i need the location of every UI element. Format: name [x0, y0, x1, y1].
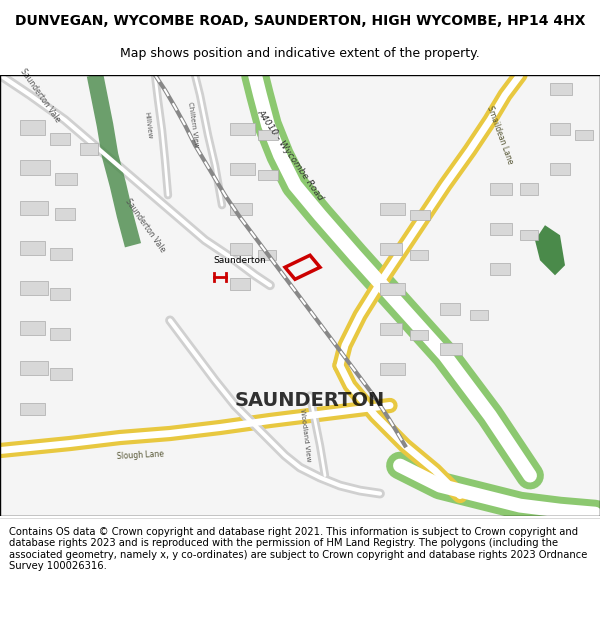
Bar — [230, 163, 255, 175]
Bar — [55, 173, 77, 185]
Bar — [380, 203, 405, 215]
Bar — [230, 278, 250, 290]
Bar — [20, 361, 48, 376]
Text: DUNVEGAN, WYCOMBE ROAD, SAUNDERTON, HIGH WYCOMBE, HP14 4HX: DUNVEGAN, WYCOMBE ROAD, SAUNDERTON, HIGH… — [15, 14, 585, 28]
Bar — [470, 311, 488, 321]
Text: Slough Lane: Slough Lane — [116, 450, 164, 461]
Text: A4010 - Wycombe Road: A4010 - Wycombe Road — [255, 108, 325, 202]
Bar — [490, 263, 510, 275]
Bar — [50, 248, 72, 260]
Text: Contains OS data © Crown copyright and database right 2021. This information is : Contains OS data © Crown copyright and d… — [9, 526, 587, 571]
Bar — [230, 203, 252, 215]
Bar — [490, 223, 512, 235]
Bar — [550, 83, 572, 95]
Bar — [550, 163, 570, 175]
Polygon shape — [535, 225, 565, 275]
Bar — [380, 243, 402, 255]
Text: Smaildean Lane: Smaildean Lane — [485, 105, 515, 166]
Bar — [20, 404, 45, 416]
Bar — [520, 183, 538, 195]
Bar — [258, 170, 278, 180]
Bar — [20, 321, 45, 336]
Bar — [410, 331, 428, 341]
Bar — [380, 363, 405, 376]
Bar — [50, 328, 70, 341]
Bar — [440, 303, 460, 316]
Bar — [410, 250, 428, 260]
Text: Woodland View: Woodland View — [299, 409, 311, 462]
Text: Saunderton Vale: Saunderton Vale — [18, 66, 62, 124]
Bar — [410, 210, 430, 220]
Bar — [50, 133, 70, 145]
Text: SAUNDERTON: SAUNDERTON — [235, 391, 385, 410]
Bar — [550, 123, 570, 135]
Bar — [20, 120, 45, 135]
Bar — [380, 283, 405, 296]
Bar — [55, 208, 75, 220]
Bar — [20, 160, 50, 175]
Bar — [258, 130, 278, 140]
Bar — [380, 323, 402, 336]
Bar — [20, 281, 48, 296]
Bar — [575, 130, 593, 140]
Bar — [440, 343, 462, 356]
Bar — [520, 230, 538, 240]
Text: Saunderton Vale: Saunderton Vale — [123, 197, 167, 254]
Bar — [230, 123, 255, 135]
Text: Hillview: Hillview — [143, 111, 152, 139]
Text: Map shows position and indicative extent of the property.: Map shows position and indicative extent… — [120, 48, 480, 61]
Bar — [490, 183, 512, 195]
Bar — [230, 243, 252, 255]
Bar — [258, 250, 276, 260]
Text: Saunderton: Saunderton — [214, 256, 266, 265]
Bar — [50, 368, 72, 381]
Bar — [20, 241, 45, 255]
Bar — [80, 143, 98, 155]
Bar — [50, 288, 70, 301]
Text: Chiltern View: Chiltern View — [187, 102, 199, 149]
Bar — [20, 201, 48, 215]
